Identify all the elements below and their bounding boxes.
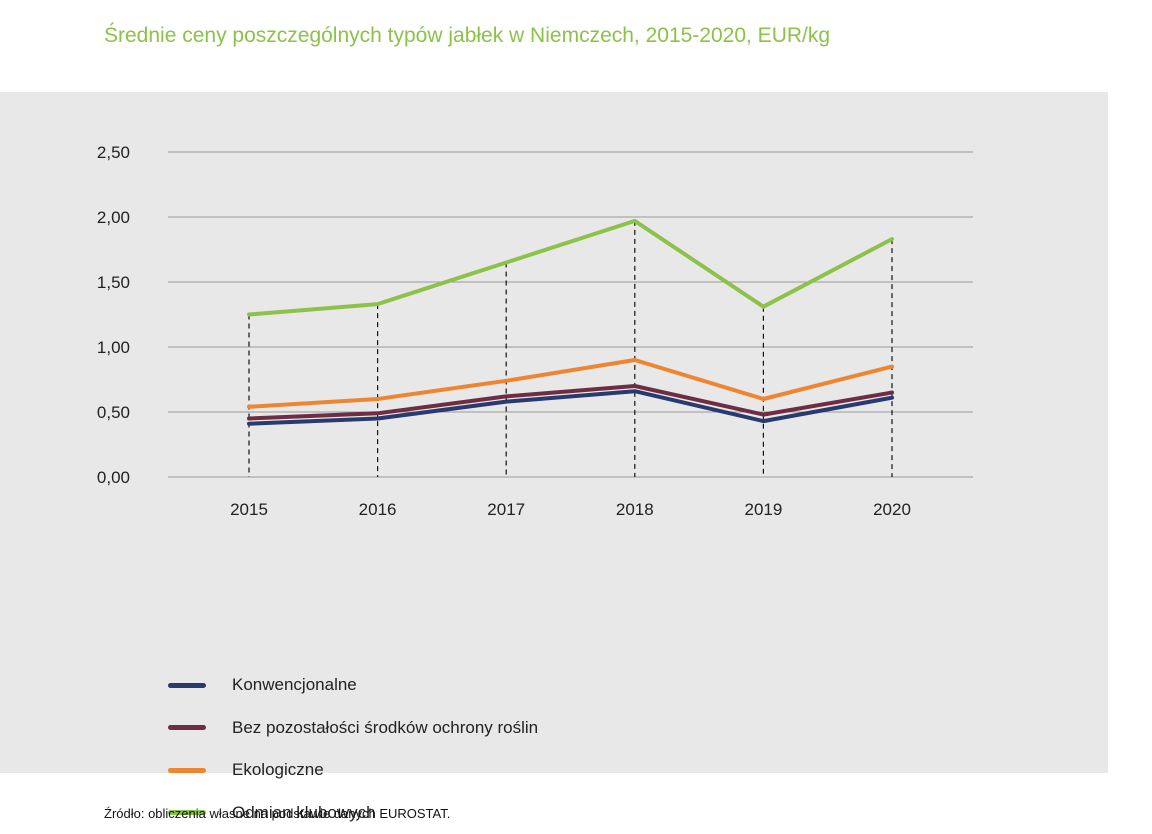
y-tick-label: 2,00 (97, 208, 130, 227)
legend-swatch (168, 683, 206, 688)
source-note: Źródło: obliczenia własne na podstawie d… (104, 806, 450, 821)
legend-item: Konwencjonalne (168, 664, 538, 707)
series-line (249, 360, 892, 407)
y-tick-label: 1,00 (97, 338, 130, 357)
x-tick-label: 2018 (616, 500, 654, 519)
legend-label: Konwencjonalne (232, 675, 357, 695)
y-tick-label: 1,50 (97, 273, 130, 292)
x-tick-label: 2020 (873, 500, 911, 519)
legend-item: Ekologiczne (168, 749, 538, 792)
x-tick-label: 2017 (487, 500, 525, 519)
y-tick-label: 2,50 (97, 143, 130, 162)
legend-label: Ekologiczne (232, 760, 324, 780)
chart-panel: 0,00 0,50 1,00 1,50 2,00 2,50 2015 2016 2017 2018… (0, 92, 1108, 773)
x-tick-label: 2016 (359, 500, 397, 519)
x-tick-label: 2015 (230, 500, 268, 519)
chart-title: Średnie ceny poszczególnych typów jabłek… (104, 24, 830, 48)
legend-label: Bez pozostałości środków ochrony roślin (232, 718, 538, 738)
legend-item: Bez pozostałości środków ochrony roślin (168, 707, 538, 750)
legend-swatch (168, 725, 206, 730)
y-tick-label: 0,00 (97, 468, 130, 487)
series-line (249, 221, 892, 315)
y-tick-label: 0,50 (97, 403, 130, 422)
legend-swatch (168, 768, 206, 773)
x-tick-label: 2019 (744, 500, 782, 519)
line-chart: 0,00 0,50 1,00 1,50 2,00 2,50 2015 2016 2017 2018… (0, 92, 1108, 773)
